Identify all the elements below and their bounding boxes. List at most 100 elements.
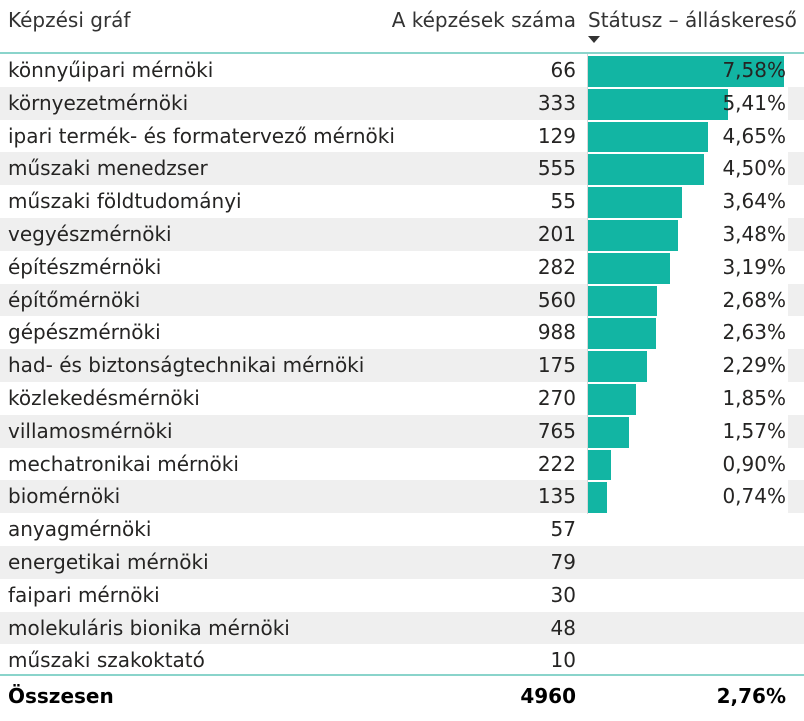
table-row[interactable]: könnyűipari mérnöki 66 7,58% xyxy=(0,54,804,87)
row-name: gépészmérnöki xyxy=(8,320,161,345)
row-count: 560 xyxy=(537,287,576,312)
table-row[interactable]: energetikai mérnöki 79 xyxy=(0,545,804,579)
column-header-name[interactable]: Képzési gráf xyxy=(8,8,131,32)
bar-cell xyxy=(588,414,788,448)
row-name: műszaki menedzser xyxy=(8,156,208,181)
row-count: 57 xyxy=(550,517,576,542)
table-row[interactable]: műszaki földtudományi 55 3,64% xyxy=(0,185,804,218)
row-pct-label: 2,68% xyxy=(722,287,786,312)
row-pct-label: 0,74% xyxy=(722,484,786,509)
row-count: 555 xyxy=(537,156,576,181)
table-row[interactable]: környezetmérnöki 333 5,41% xyxy=(0,86,804,120)
total-label: Összesen xyxy=(8,684,114,708)
row-pct-label: 0,90% xyxy=(722,451,786,476)
row-name: műszaki szakoktató xyxy=(8,648,205,673)
row-count: 270 xyxy=(537,385,576,410)
bar-cell xyxy=(588,119,788,153)
row-name: könnyűipari mérnöki xyxy=(8,58,214,82)
bar-cell xyxy=(588,217,788,251)
table-row[interactable]: anyagmérnöki 57 xyxy=(0,513,804,546)
data-bar xyxy=(588,383,636,415)
table-row[interactable]: molekuláris bionika mérnöki 48 xyxy=(0,611,804,645)
row-count: 282 xyxy=(537,254,576,279)
row-count: 135 xyxy=(537,484,576,509)
row-count: 79 xyxy=(550,549,576,574)
data-bar xyxy=(588,285,657,317)
row-count: 765 xyxy=(537,418,576,443)
row-name: biomérnöki xyxy=(8,484,121,509)
table-row[interactable]: biomérnöki 135 0,74% xyxy=(0,480,804,514)
row-count: 48 xyxy=(550,615,576,640)
row-count: 10 xyxy=(550,648,576,673)
row-pct-label: 3,19% xyxy=(722,254,786,279)
row-count: 201 xyxy=(537,221,576,246)
bar-cell xyxy=(588,152,788,186)
row-count: 30 xyxy=(550,582,576,607)
table-row[interactable]: villamosmérnöki 765 1,57% xyxy=(0,414,804,448)
row-pct-label: 7,58% xyxy=(722,58,786,82)
row-name: vegyészmérnöki xyxy=(8,221,172,246)
data-bar xyxy=(588,121,708,153)
bar-cell xyxy=(588,54,788,87)
table-row[interactable]: mechatronikai mérnöki 222 0,90% xyxy=(0,447,804,481)
row-pct-label: 4,50% xyxy=(722,156,786,181)
row-pct-label: 5,41% xyxy=(722,90,786,115)
data-bar xyxy=(588,88,728,120)
row-name: környezetmérnöki xyxy=(8,90,189,115)
row-name: energetikai mérnöki xyxy=(8,549,209,574)
data-bar xyxy=(588,56,784,87)
row-count: 175 xyxy=(537,353,576,378)
row-name: mechatronikai mérnöki xyxy=(8,451,239,476)
row-name: építőmérnöki xyxy=(8,287,141,312)
table-body: könnyűipari mérnöki 66 7,58% környezetmérnö… xyxy=(0,54,804,677)
data-bar xyxy=(588,449,611,481)
bar-cell xyxy=(588,185,788,218)
table-row[interactable]: építészmérnöki 282 3,19% xyxy=(0,250,804,284)
row-pct-label: 3,48% xyxy=(722,221,786,246)
table-row[interactable]: vegyészmérnöki 201 3,48% xyxy=(0,217,804,251)
row-count: 66 xyxy=(550,58,576,82)
bar-column-divider xyxy=(587,54,588,514)
row-count: 988 xyxy=(537,320,576,345)
row-count: 333 xyxy=(537,90,576,115)
bar-cell xyxy=(588,316,788,350)
total-row: Összesen 4960 2,76% xyxy=(0,674,804,721)
bar-cell xyxy=(588,349,788,382)
matrix-table: Képzési gráf A képzések száma Státusz – … xyxy=(0,0,804,677)
data-bar xyxy=(588,154,704,186)
row-name: had- és biztonságtechnikai mérnöki xyxy=(8,353,365,378)
table-row[interactable]: műszaki menedzser 555 4,50% xyxy=(0,152,804,186)
row-pct-label: 3,64% xyxy=(722,189,786,214)
row-pct-label: 1,57% xyxy=(722,418,786,443)
total-pct: 2,76% xyxy=(716,684,786,708)
bar-cell xyxy=(588,86,788,120)
table-row[interactable]: közlekedésmérnöki 270 1,85% xyxy=(0,381,804,415)
table-row[interactable]: ipari termék- és formatervező mérnöki 129… xyxy=(0,119,804,153)
column-header-status[interactable]: Státusz – álláskereső xyxy=(588,8,797,32)
table-header: Képzési gráf A képzések száma Státusz – … xyxy=(0,0,804,54)
data-bar xyxy=(588,351,647,382)
column-header-count[interactable]: A képzések száma xyxy=(391,8,576,32)
total-count: 4960 xyxy=(520,684,576,708)
bar-cell xyxy=(588,447,788,481)
table-row[interactable]: faipari mérnöki 30 xyxy=(0,579,804,612)
row-name: faipari mérnöki xyxy=(8,582,160,607)
sort-descending-icon[interactable] xyxy=(588,36,600,43)
row-pct-label: 1,85% xyxy=(722,385,786,410)
bar-cell xyxy=(588,381,788,415)
data-bar xyxy=(588,187,682,218)
bar-cell xyxy=(588,480,788,514)
row-pct-label: 4,65% xyxy=(722,123,786,148)
row-name: építészmérnöki xyxy=(8,254,162,279)
table-row[interactable]: műszaki szakoktató 10 xyxy=(0,644,804,677)
data-bar xyxy=(588,252,670,284)
table-row[interactable]: gépészmérnöki 988 2,63% xyxy=(0,316,804,350)
table-row[interactable]: had- és biztonságtechnikai mérnöki 175 2,2… xyxy=(0,349,804,382)
row-pct-label: 2,29% xyxy=(722,353,786,378)
row-pct-label: 2,63% xyxy=(722,320,786,345)
row-count: 222 xyxy=(537,451,576,476)
bar-cell xyxy=(588,250,788,284)
row-name: villamosmérnöki xyxy=(8,418,173,443)
row-name: anyagmérnöki xyxy=(8,517,152,542)
table-row[interactable]: építőmérnöki 560 2,68% xyxy=(0,283,804,317)
